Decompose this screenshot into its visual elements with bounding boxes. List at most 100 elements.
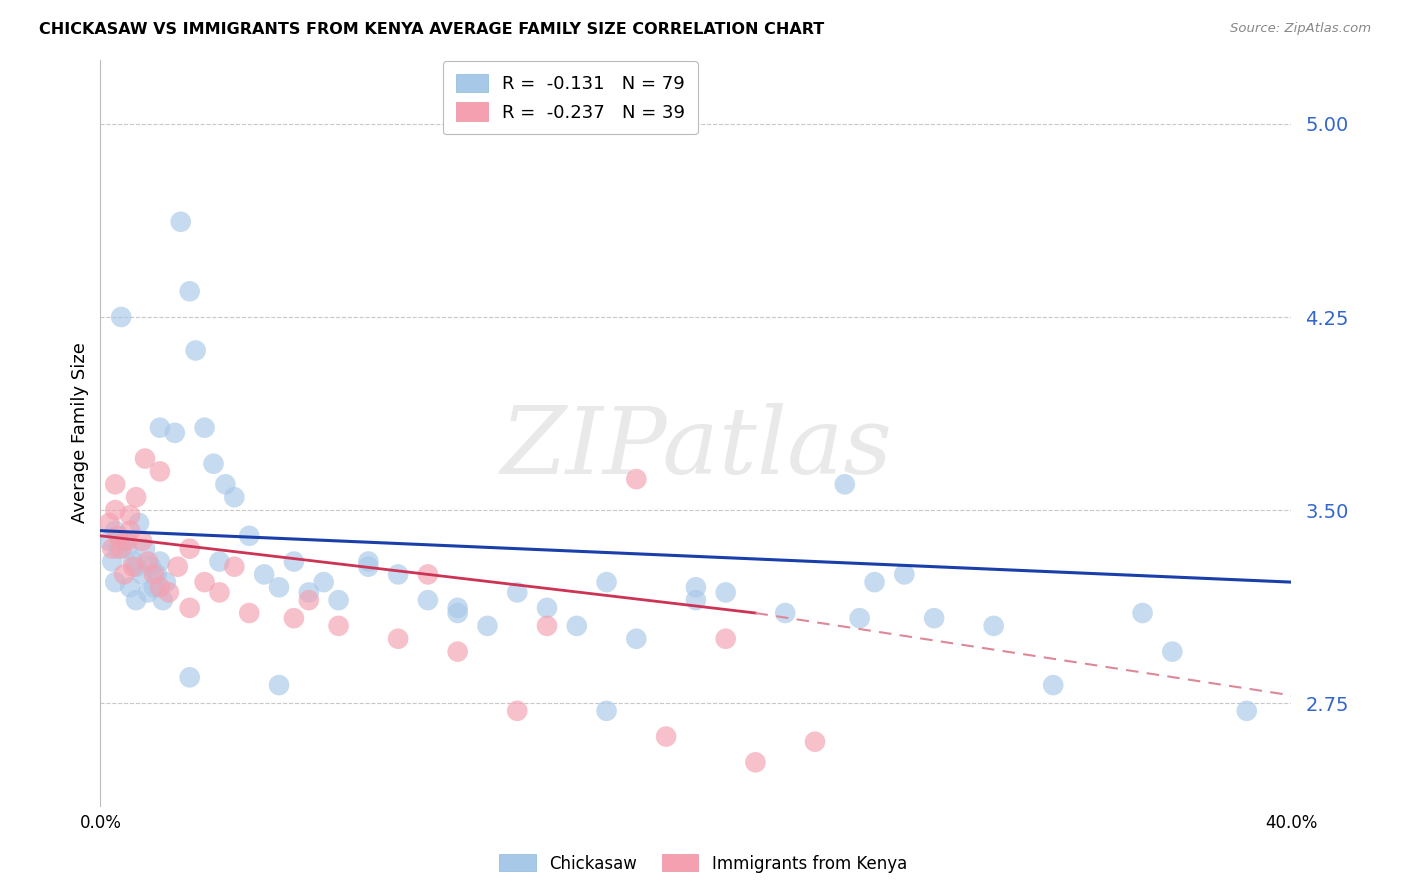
Point <box>120 524 142 538</box>
Point <box>714 632 737 646</box>
Point <box>120 580 142 594</box>
Point <box>416 567 439 582</box>
Point <box>298 593 321 607</box>
Point <box>312 575 335 590</box>
Point <box>149 420 172 434</box>
Point <box>477 619 499 633</box>
Point <box>122 555 145 569</box>
Point <box>110 310 132 324</box>
Text: Source: ZipAtlas.com: Source: ZipAtlas.com <box>1230 22 1371 36</box>
Y-axis label: Average Family Size: Average Family Size <box>72 343 89 524</box>
Text: CHICKASAW VS IMMIGRANTS FROM KENYA AVERAGE FAMILY SIZE CORRELATION CHART: CHICKASAW VS IMMIGRANTS FROM KENYA AVERA… <box>39 22 824 37</box>
Point <box>142 580 165 594</box>
Point <box>136 585 159 599</box>
Point <box>328 593 350 607</box>
Point <box>595 575 617 590</box>
Point <box>626 632 648 646</box>
Point <box>101 555 124 569</box>
Point <box>447 600 470 615</box>
Point <box>834 477 856 491</box>
Point <box>112 533 135 548</box>
Point <box>136 555 159 569</box>
Point <box>848 611 870 625</box>
Point <box>214 477 236 491</box>
Point <box>163 425 186 440</box>
Point <box>714 585 737 599</box>
Point <box>595 704 617 718</box>
Point <box>120 508 142 523</box>
Point <box>104 477 127 491</box>
Point <box>328 619 350 633</box>
Point <box>131 567 153 582</box>
Point <box>298 585 321 599</box>
Point <box>125 490 148 504</box>
Point <box>1042 678 1064 692</box>
Point <box>387 632 409 646</box>
Point <box>506 585 529 599</box>
Point <box>238 529 260 543</box>
Point <box>122 559 145 574</box>
Point <box>179 670 201 684</box>
Legend: R =  -0.131   N = 79, R =  -0.237   N = 39: R = -0.131 N = 79, R = -0.237 N = 39 <box>443 62 699 134</box>
Point <box>357 559 380 574</box>
Point <box>104 503 127 517</box>
Point <box>128 516 150 530</box>
Point <box>134 451 156 466</box>
Point <box>104 524 127 538</box>
Point <box>983 619 1005 633</box>
Point <box>166 559 188 574</box>
Point <box>922 611 945 625</box>
Point <box>125 593 148 607</box>
Point <box>804 735 827 749</box>
Point <box>107 541 129 556</box>
Point <box>110 541 132 556</box>
Point <box>447 606 470 620</box>
Point <box>536 619 558 633</box>
Legend: Chickasaw, Immigrants from Kenya: Chickasaw, Immigrants from Kenya <box>492 847 914 880</box>
Point <box>283 555 305 569</box>
Point <box>134 541 156 556</box>
Point <box>149 465 172 479</box>
Point <box>565 619 588 633</box>
Point <box>179 600 201 615</box>
Point <box>139 559 162 574</box>
Point <box>744 756 766 770</box>
Point <box>224 559 246 574</box>
Point <box>155 575 177 590</box>
Point <box>387 567 409 582</box>
Point <box>536 600 558 615</box>
Point <box>267 580 290 594</box>
Point <box>224 490 246 504</box>
Point <box>773 606 796 620</box>
Point <box>115 533 138 548</box>
Point <box>1132 606 1154 620</box>
Point <box>104 575 127 590</box>
Point <box>184 343 207 358</box>
Point <box>152 593 174 607</box>
Point <box>685 580 707 594</box>
Point <box>98 516 121 530</box>
Point <box>170 215 193 229</box>
Point <box>267 678 290 692</box>
Point <box>193 420 215 434</box>
Point <box>98 533 121 548</box>
Point <box>157 585 180 599</box>
Point <box>1161 645 1184 659</box>
Point <box>101 541 124 556</box>
Point <box>863 575 886 590</box>
Point <box>208 585 231 599</box>
Point <box>655 730 678 744</box>
Point <box>149 555 172 569</box>
Point <box>179 285 201 299</box>
Text: ZIPatlas: ZIPatlas <box>501 403 891 492</box>
Point <box>253 567 276 582</box>
Point <box>131 533 153 548</box>
Point <box>283 611 305 625</box>
Point <box>202 457 225 471</box>
Point <box>146 567 169 582</box>
Point <box>447 645 470 659</box>
Point <box>1236 704 1258 718</box>
Point <box>685 593 707 607</box>
Point <box>506 704 529 718</box>
Point <box>107 529 129 543</box>
